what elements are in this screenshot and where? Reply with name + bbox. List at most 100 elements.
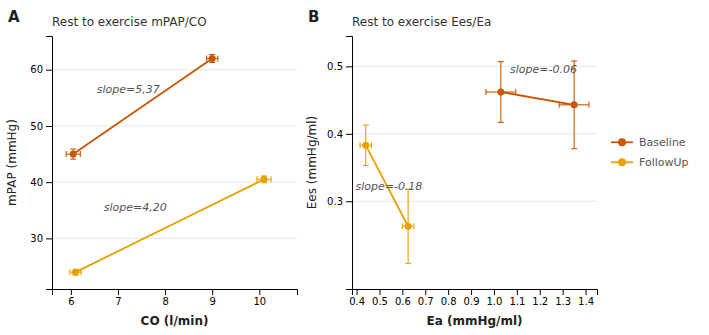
plot-area <box>66 55 271 276</box>
x-axis: 0.40.50.60.70.80.91.01.11.21.31.4 <box>349 289 597 307</box>
legend-item: Baseline <box>611 136 686 149</box>
tick-mark <box>346 134 352 135</box>
error-bar-segment <box>371 142 372 148</box>
axis-line <box>346 37 353 290</box>
grid <box>52 70 297 239</box>
tick: 0.4 <box>349 289 365 307</box>
legend-label: FollowUp <box>639 156 689 169</box>
tick: 0.6 <box>395 289 411 307</box>
error-bar-x <box>360 142 371 148</box>
tick-label: 0.8 <box>441 296 457 307</box>
tick-mark <box>46 126 52 127</box>
legend: Baseline FollowUp <box>611 136 689 169</box>
annotations: slope=-0.06slope=-0.18 <box>355 63 577 193</box>
title: Rest to exercise Ees/Ea <box>352 15 491 29</box>
tick-label: 30 <box>30 233 43 244</box>
panel: 6 7 8 9 10 30 40 50 60 slope=5,37slope=4,20 Rest t… <box>5 8 298 328</box>
error-bar-segment <box>70 159 76 160</box>
tick-label: 0.4 <box>349 296 365 307</box>
error-bar-segment <box>402 223 403 229</box>
tick-label: 1.0 <box>487 296 503 307</box>
tick-label: 0.3 <box>327 196 343 207</box>
series <box>66 55 218 160</box>
tick-mark <box>471 289 472 295</box>
y-axis: 30 40 50 60 <box>30 37 52 290</box>
error-bar-y <box>209 55 215 63</box>
tick-mark <box>259 289 260 295</box>
grid <box>352 66 597 201</box>
error-bar-segment <box>206 55 207 61</box>
error-bar-segment <box>405 263 411 264</box>
tick-label: 9 <box>210 296 216 307</box>
error-bar-segment <box>359 142 360 148</box>
y-axis: 0.3 0.4 0.5 <box>327 37 352 290</box>
point <box>72 269 79 276</box>
tick: 0.8 <box>441 289 457 307</box>
tick-label: 0.4 <box>327 129 343 140</box>
error-bar-segment <box>80 151 81 157</box>
tick: 6 <box>68 289 74 307</box>
tick-mark <box>118 289 119 295</box>
tick-label: 60 <box>30 64 43 75</box>
tick-label: 0.7 <box>418 296 434 307</box>
axis-line <box>53 290 298 296</box>
tick-mark <box>540 289 541 295</box>
series <box>70 176 271 276</box>
error-bar-y <box>405 189 411 263</box>
tick-label: 6 <box>68 296 74 307</box>
error-bar-segment <box>70 148 76 149</box>
error-bar-segment <box>217 55 218 61</box>
tick: 7 <box>115 289 121 307</box>
tick-mark <box>165 289 166 295</box>
grid-line <box>352 201 597 202</box>
plot-area <box>360 61 589 263</box>
error-bar-x <box>66 151 80 157</box>
tick: 10 <box>253 289 266 307</box>
panel-label: B <box>308 8 319 26</box>
tick: 8 <box>162 289 168 307</box>
tick: 0.5 <box>327 61 352 72</box>
tick-mark <box>346 66 352 67</box>
point <box>497 88 504 95</box>
tick-mark <box>46 182 52 183</box>
tick: 0.9 <box>464 289 480 307</box>
grid-line <box>352 133 597 134</box>
grid-line <box>52 125 297 126</box>
error-bar-segment <box>515 89 516 95</box>
point <box>70 151 77 158</box>
tick: 1.1 <box>509 289 525 307</box>
tick-label: 1.3 <box>555 296 571 307</box>
legend-marker <box>618 138 626 146</box>
error-bar-x <box>486 89 516 95</box>
tick-mark <box>494 289 495 295</box>
tick: 9 <box>210 289 216 307</box>
tick-mark <box>586 289 587 295</box>
tick-label: 0.5 <box>372 296 388 307</box>
point <box>571 101 578 108</box>
tick: 50 <box>30 121 52 132</box>
error-bar-segment <box>588 102 589 108</box>
title: Rest to exercise mPAP/CO <box>52 15 207 29</box>
error-bar-segment <box>69 269 70 275</box>
y-axis-title: Ees (mmHg/ml) <box>305 116 319 209</box>
tick-label: 10 <box>253 296 266 307</box>
error-bar-segment <box>209 62 215 63</box>
error-bar-y <box>498 62 504 123</box>
panel-label: A <box>8 8 20 26</box>
tick-label: 0.9 <box>464 296 480 307</box>
error-bar-y <box>363 125 369 165</box>
tick-mark <box>402 289 403 295</box>
error-bar-segment <box>571 60 577 61</box>
point <box>261 176 268 183</box>
error-bar-segment <box>498 122 504 123</box>
error-bar-segment <box>363 125 369 126</box>
axis-line <box>353 290 598 296</box>
tick-mark <box>71 289 72 295</box>
x-axis: 6 7 8 9 10 <box>53 289 298 307</box>
annotation: slope=4,20 <box>104 201 167 214</box>
annotations: slope=5,37slope=4,20 <box>97 83 167 214</box>
tick-mark <box>517 289 518 295</box>
tick: 40 <box>30 177 52 188</box>
tick: 1.3 <box>555 289 571 307</box>
axis-line <box>46 37 53 290</box>
